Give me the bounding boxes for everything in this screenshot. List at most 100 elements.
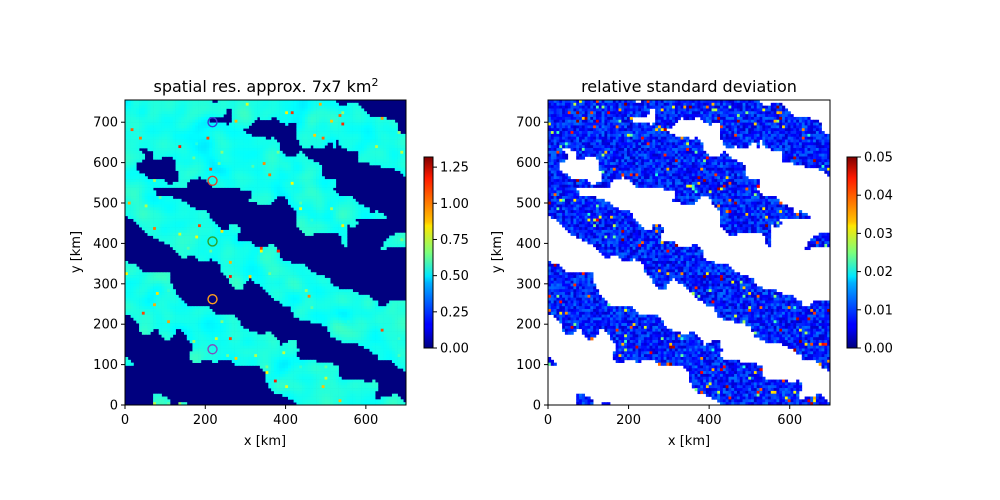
heatmap-cell	[332, 116, 337, 121]
heatmap-cell	[259, 108, 264, 112]
heatmap-cell	[136, 100, 140, 104]
heatmap-cell	[155, 122, 160, 126]
heatmap-cell	[189, 229, 193, 234]
heatmap-cell	[248, 111, 252, 115]
heatmap-cell	[220, 114, 224, 118]
heatmap-cell	[251, 187, 255, 191]
heatmap-cell	[228, 263, 233, 267]
heatmap-cell	[231, 331, 235, 335]
heatmap-cell	[125, 266, 129, 270]
heatmap-cell	[200, 116, 205, 121]
heatmap-cell	[279, 179, 283, 183]
heatmap-cell	[377, 323, 382, 327]
heatmap-cell	[206, 173, 210, 177]
heatmap-cell	[167, 198, 171, 203]
heatmap-cell	[377, 122, 382, 126]
heatmap-cell	[346, 218, 351, 222]
heatmap-cell	[375, 142, 379, 146]
heatmap-cell	[355, 111, 359, 115]
heatmap-cell	[133, 116, 137, 121]
heatmap-cell	[161, 133, 165, 138]
heatmap-cell	[195, 246, 199, 251]
heatmap-cell	[217, 241, 221, 245]
heatmap-cell	[282, 292, 286, 296]
heatmap-cell	[228, 238, 233, 242]
heatmap-cell	[184, 159, 188, 163]
heatmap-cell	[251, 260, 255, 265]
heatmap-cell	[125, 286, 129, 290]
heatmap-cell	[403, 232, 407, 236]
heatmap-cell	[316, 198, 320, 203]
heatmap-cell	[125, 128, 129, 132]
heatmap-cell	[349, 148, 353, 152]
heatmap-cell	[175, 164, 179, 169]
heatmap-cell	[363, 300, 368, 304]
heatmap-cell	[397, 162, 401, 166]
heatmap-cell	[296, 119, 300, 123]
heatmap-cell	[332, 204, 337, 208]
heatmap-cell	[186, 314, 190, 318]
heatmap-cell	[304, 187, 308, 191]
heatmap-cell	[223, 272, 227, 276]
heatmap-cell	[327, 292, 331, 296]
heatmap-cell	[355, 131, 359, 135]
heatmap-cell	[125, 201, 129, 205]
heatmap-cell	[167, 235, 171, 239]
heatmap-cell	[268, 162, 272, 166]
heatmap-cell	[195, 215, 199, 219]
heatmap-cell	[363, 210, 368, 214]
heatmap-cell	[338, 114, 342, 118]
heatmap-cell	[318, 114, 323, 118]
heatmap-cell	[206, 227, 210, 231]
heatmap-cell	[189, 142, 193, 146]
heatmap-cell	[167, 108, 171, 112]
heatmap-cell	[243, 258, 247, 262]
heatmap-cell	[276, 116, 280, 121]
heatmap-cell	[231, 122, 235, 126]
heatmap-cell	[299, 181, 303, 186]
heatmap-cell	[302, 159, 306, 163]
heatmap-cell	[243, 176, 247, 180]
heatmap-cell	[181, 232, 185, 236]
heatmap-cell	[245, 153, 249, 157]
heatmap-cell	[175, 308, 179, 313]
heatmap-cell	[243, 148, 247, 152]
heatmap-cell	[259, 198, 264, 203]
heatmap-cell	[139, 283, 143, 287]
heatmap-cell	[192, 249, 196, 253]
heatmap-cell	[282, 277, 286, 282]
heatmap-cell	[130, 145, 134, 149]
heatmap-cell	[172, 198, 176, 203]
heatmap-cell	[316, 142, 320, 146]
heatmap-cell	[240, 159, 244, 163]
heatmap-cell	[181, 255, 185, 259]
heatmap-cell	[262, 150, 266, 154]
heatmap-cell	[307, 201, 311, 205]
heatmap-cell	[341, 303, 345, 307]
heatmap-cell	[257, 187, 261, 191]
heatmap-cell	[316, 133, 320, 138]
heatmap-cell	[259, 156, 264, 160]
heatmap-cell	[192, 221, 196, 225]
heatmap-cell	[259, 139, 264, 143]
heatmap-cell	[330, 116, 334, 121]
heatmap-cell	[172, 100, 176, 104]
heatmap-cell	[332, 131, 337, 135]
heatmap-cell	[153, 201, 157, 205]
heatmap-cell	[203, 334, 207, 338]
heatmap-cell	[327, 125, 331, 129]
heatmap-cell	[296, 156, 300, 160]
heatmap-cell	[139, 314, 143, 318]
heatmap-cell	[271, 249, 275, 253]
heatmap-cell	[212, 159, 216, 163]
heatmap-cell	[200, 156, 205, 160]
heatmap-cell	[290, 280, 294, 284]
heatmap-cell	[125, 193, 129, 197]
heatmap-cell	[262, 193, 266, 197]
heatmap-cell	[141, 286, 146, 290]
heatmap-cell	[214, 128, 219, 132]
heatmap-cell	[304, 294, 308, 299]
heatmap-cell	[217, 100, 221, 104]
heatmap-cell	[355, 119, 359, 123]
heatmap-cell	[394, 139, 398, 143]
